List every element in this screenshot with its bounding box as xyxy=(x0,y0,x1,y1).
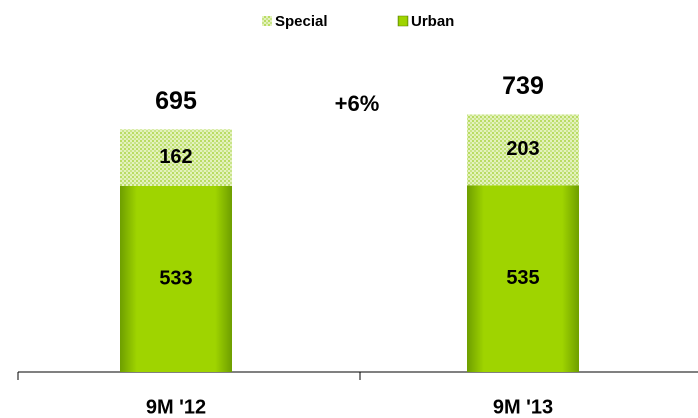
bar-segment xyxy=(120,185,232,372)
bar-segment xyxy=(120,129,232,186)
value-label: 533 xyxy=(159,267,192,289)
value-label: 535 xyxy=(506,267,539,289)
total-label: 739 xyxy=(502,72,544,100)
x-tick-label: 9M '13 xyxy=(493,396,553,418)
total-label: 695 xyxy=(155,87,197,115)
legend-label: Urban xyxy=(411,13,454,30)
legend-label: Special xyxy=(275,13,328,30)
bar-segment xyxy=(467,185,579,372)
value-label: 162 xyxy=(159,146,192,168)
annotation: +6% xyxy=(335,91,380,116)
value-label: 203 xyxy=(506,138,539,160)
bar-segment xyxy=(467,114,579,186)
legend-swatch xyxy=(397,15,409,27)
legend-swatch xyxy=(262,16,272,26)
x-tick-label: 9M '12 xyxy=(146,396,206,418)
